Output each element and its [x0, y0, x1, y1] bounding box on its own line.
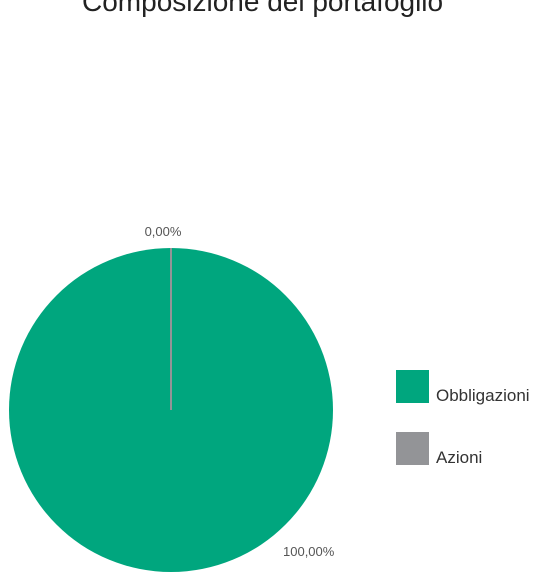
legend-label-azioni: Azioni [436, 448, 483, 467]
legend-swatch-azioni [396, 431, 429, 465]
legend-swatch-obbligazioni [396, 369, 429, 403]
chart-title: Composizione del portafoglio [82, 0, 444, 17]
legend-label-obbligazioni: Obbligazioni [436, 386, 530, 405]
legend-item-obbligazioni[interactable]: Obbligazioni [396, 369, 548, 405]
data-label-obbligazioni: 100,00% [283, 544, 335, 559]
legend-item-azioni[interactable]: Azioni [396, 431, 548, 467]
data-label-azioni: 0,00% [145, 224, 182, 239]
legend: Obbligazioni Azioni [396, 369, 548, 493]
